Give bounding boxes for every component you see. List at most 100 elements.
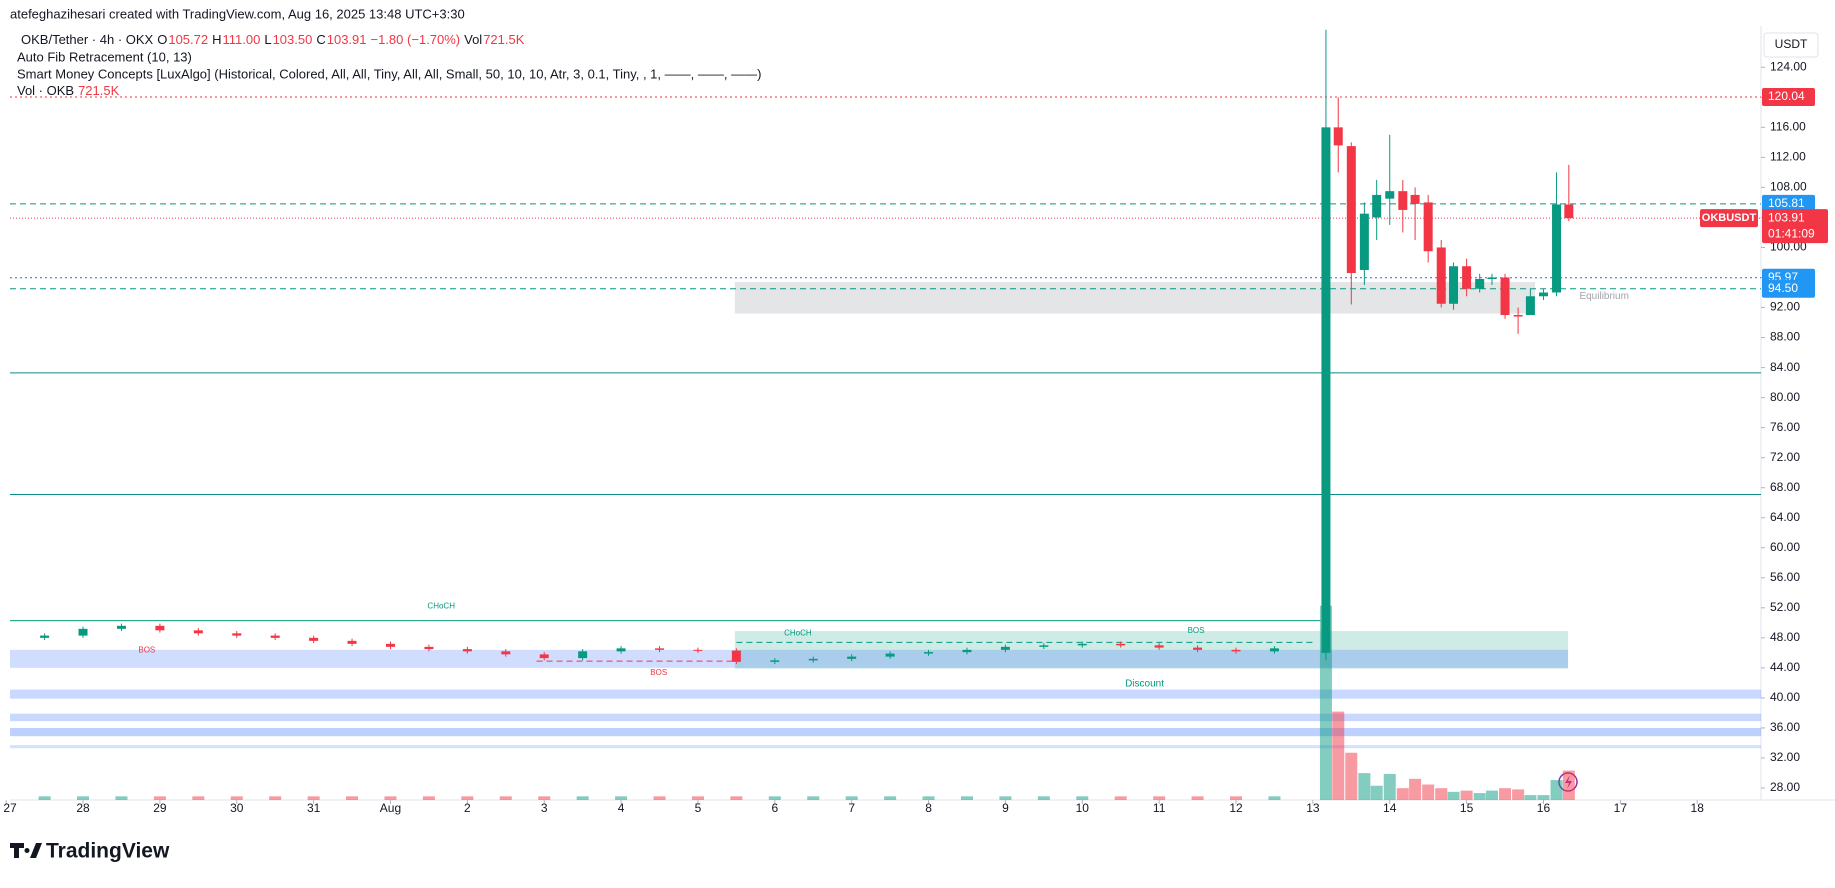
- candle-body: [847, 656, 857, 659]
- candle-body: [1436, 247, 1446, 304]
- y-tick-label: 44.00: [1770, 660, 1800, 674]
- x-tick-label: 29: [153, 801, 167, 815]
- x-tick-label: 16: [1537, 801, 1551, 815]
- candle-body: [1475, 278, 1485, 289]
- legend-key: L: [264, 32, 271, 47]
- indicator-name: Smart Money Concepts [LuxAlgo] (Historic…: [17, 66, 761, 81]
- y-tick-label: 36.00: [1770, 720, 1800, 734]
- x-tick-label: Aug: [380, 801, 401, 815]
- candle-body: [1077, 643, 1087, 646]
- currency-box[interactable]: [1763, 32, 1819, 58]
- candle-body: [1231, 649, 1241, 652]
- candle-body: [1116, 643, 1126, 646]
- annotation: CHoCH: [784, 628, 812, 637]
- x-tick-label: 30: [230, 801, 244, 815]
- volume-bar: [653, 796, 666, 800]
- legend-symbol: OKB/Tether · 4h · OKX: [21, 32, 154, 47]
- candle-body: [1333, 127, 1343, 146]
- volume-bar: [1383, 773, 1396, 800]
- symbol-box: [1700, 209, 1758, 228]
- volume-bar: [461, 796, 474, 800]
- volume-bar: [192, 796, 205, 800]
- candle-body: [1346, 146, 1356, 273]
- level-price-label: 105.81: [1768, 196, 1805, 210]
- volume-bar: [1370, 785, 1383, 800]
- candle-body: [462, 649, 472, 652]
- currency: USDT: [1775, 37, 1808, 51]
- annotation: BOS: [650, 668, 667, 677]
- volume-bar: [1114, 796, 1127, 800]
- candle-body: [1513, 315, 1523, 317]
- candle-body: [1462, 266, 1472, 289]
- legend-value: 103.91: [327, 32, 367, 47]
- volume-bar: [576, 796, 589, 800]
- zone: [10, 713, 1761, 722]
- candle-body: [193, 630, 203, 634]
- y-tick-label: 80.00: [1770, 390, 1800, 404]
- candle-body: [539, 654, 549, 659]
- volume-bar: [1473, 793, 1486, 800]
- candle-body: [501, 651, 511, 655]
- y-tick-label: 32.00: [1770, 750, 1800, 764]
- candle-body: [1564, 204, 1574, 219]
- candle-body: [1398, 191, 1408, 210]
- x-tick-label: 10: [1076, 801, 1090, 815]
- candle-body: [155, 625, 165, 631]
- candle-body: [1525, 296, 1535, 316]
- x-tick-label: 4: [618, 801, 625, 815]
- zone: [734, 281, 1536, 314]
- level-price-label: 120.04: [1768, 89, 1805, 103]
- candle-body: [578, 651, 588, 659]
- x-tick-label: 17: [1614, 801, 1628, 815]
- y-tick-label: 56.00: [1770, 570, 1800, 584]
- candle-body: [1538, 292, 1548, 297]
- x-tick-label: 5: [695, 801, 702, 815]
- volume-bar: [1332, 711, 1345, 800]
- volume-bar: [346, 796, 359, 800]
- legend-key: H: [212, 32, 221, 47]
- volume-bar: [1191, 796, 1204, 800]
- level-price-box: [1762, 279, 1815, 298]
- zone: [734, 631, 1569, 669]
- level-price-box: [1762, 88, 1815, 107]
- y-tick-label: 40.00: [1770, 690, 1800, 704]
- volume-value: 721.5K: [78, 83, 120, 98]
- volume-bar: [1396, 788, 1409, 800]
- volume-bar: [1460, 790, 1473, 800]
- y-tick-label: 64.00: [1770, 510, 1800, 524]
- volume-bar: [730, 796, 743, 800]
- volume-bar: [1230, 796, 1243, 800]
- annotation: BOS: [138, 646, 155, 655]
- x-tick-label: 15: [1460, 801, 1474, 815]
- volume-bar: [1345, 752, 1358, 800]
- candle-body: [770, 660, 780, 662]
- volume-bar: [884, 796, 897, 800]
- volume-bar: [1512, 789, 1525, 800]
- candle-body: [1552, 204, 1562, 293]
- annotation: CHoCH: [427, 601, 455, 610]
- volume-bar: [307, 796, 320, 800]
- volume-bar: [1358, 773, 1371, 800]
- candle-body: [924, 652, 934, 654]
- candle-body: [808, 658, 818, 661]
- candle-body: [1449, 266, 1459, 304]
- volume-bar: [691, 796, 704, 800]
- x-tick-label: 31: [307, 801, 321, 815]
- annotation: Equilibrium: [1579, 291, 1628, 302]
- x-tick-label: 9: [1002, 801, 1009, 815]
- y-tick-label: 112.00: [1770, 150, 1806, 164]
- annotation: Discount: [1125, 678, 1164, 689]
- candle-body: [731, 650, 741, 662]
- x-tick-label: 18: [1691, 801, 1705, 815]
- y-tick-label: 88.00: [1770, 330, 1800, 344]
- x-tick-label: 3: [541, 801, 548, 815]
- annotation: BOS: [1188, 626, 1205, 635]
- x-tick-label: 13: [1306, 801, 1320, 815]
- y-tick-label: 68.00: [1770, 480, 1800, 494]
- candle-body: [1487, 277, 1497, 279]
- volume-bar: [999, 796, 1012, 800]
- zone: [10, 649, 1569, 668]
- y-tick-label: 28.00: [1770, 780, 1800, 794]
